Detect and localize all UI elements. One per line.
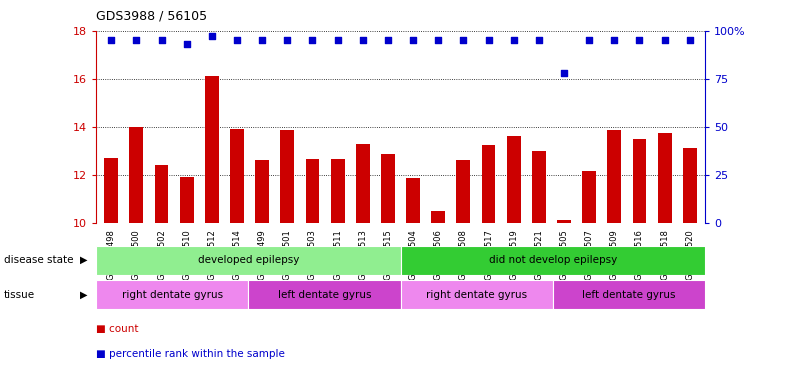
Point (457, 37, 470, 43)
Bar (230, 129, 244, 223)
Text: did not develop epilepsy: did not develop epilepsy (489, 255, 617, 265)
Text: right dentate gyrus: right dentate gyrus (122, 290, 223, 300)
Text: ■ count: ■ count (96, 324, 139, 334)
Point (407, 37, 420, 43)
Text: right dentate gyrus: right dentate gyrus (426, 290, 527, 300)
Point (105, 37, 118, 43)
Bar (205, 76, 219, 223)
Bar (683, 148, 697, 223)
Point (306, 37, 319, 43)
Point (231, 37, 244, 43)
Point (180, 41, 193, 47)
Bar (532, 151, 545, 223)
Bar (179, 177, 194, 223)
Bar (280, 130, 294, 223)
Bar (557, 220, 571, 223)
Bar (130, 127, 143, 223)
Point (583, 37, 596, 43)
Bar (658, 133, 671, 223)
Bar (481, 145, 496, 223)
Point (256, 37, 268, 43)
Bar (96, 280, 248, 309)
Point (205, 33, 218, 40)
Point (608, 37, 621, 43)
Bar (633, 139, 646, 223)
Bar (400, 246, 705, 275)
Text: ▶: ▶ (80, 290, 87, 300)
Bar (256, 161, 269, 223)
Point (633, 37, 646, 43)
Bar (305, 159, 320, 223)
Bar (406, 178, 420, 223)
Bar (96, 246, 400, 275)
Bar (582, 171, 596, 223)
Bar (607, 130, 622, 223)
Bar (155, 165, 168, 223)
Bar (457, 161, 470, 223)
Point (683, 37, 696, 43)
Text: ▶: ▶ (80, 255, 87, 265)
Bar (356, 144, 370, 223)
Text: ■ percentile rank within the sample: ■ percentile rank within the sample (96, 349, 285, 359)
Point (432, 37, 445, 43)
Point (331, 37, 344, 43)
Bar (400, 280, 553, 309)
Text: developed epilepsy: developed epilepsy (198, 255, 299, 265)
Text: left dentate gyrus: left dentate gyrus (278, 290, 371, 300)
Bar (381, 154, 395, 223)
Bar (104, 158, 118, 223)
Point (658, 37, 671, 43)
Point (533, 37, 545, 43)
Bar (331, 159, 344, 223)
Bar (553, 280, 705, 309)
Bar (248, 280, 400, 309)
Point (557, 70, 570, 76)
Point (155, 37, 168, 43)
Point (381, 37, 394, 43)
Point (507, 37, 520, 43)
Point (281, 37, 294, 43)
Point (482, 37, 495, 43)
Bar (507, 136, 521, 223)
Point (356, 37, 369, 43)
Point (130, 37, 143, 43)
Text: disease state: disease state (4, 255, 74, 265)
Text: left dentate gyrus: left dentate gyrus (582, 290, 675, 300)
Bar (431, 211, 445, 223)
Text: tissue: tissue (4, 290, 35, 300)
Text: GDS3988 / 56105: GDS3988 / 56105 (96, 10, 207, 23)
